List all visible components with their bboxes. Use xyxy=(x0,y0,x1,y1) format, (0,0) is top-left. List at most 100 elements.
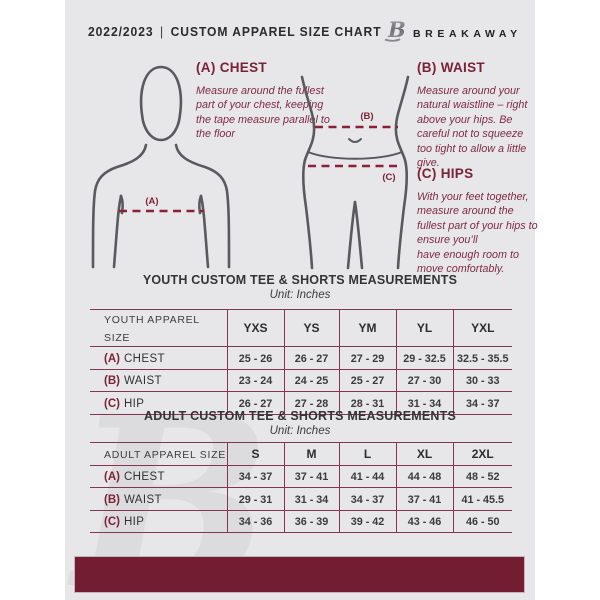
figure-waistband xyxy=(307,151,403,160)
measurement-value: 27 - 28 xyxy=(294,397,329,410)
row-label: HIP xyxy=(123,516,145,529)
measurement-value: 48 - 52 xyxy=(465,471,500,484)
figure-left-inner-leg xyxy=(346,200,357,270)
figure-right-inner-leg xyxy=(353,200,364,270)
measurement-value: 29 - 32.5 xyxy=(403,352,446,365)
measurement-value: 23 - 24 xyxy=(238,375,273,388)
figure-left-side xyxy=(300,75,316,270)
chest-measurement-figure: (A) xyxy=(91,65,231,269)
page-background: B 2022/2023 | CUSTOM APPAREL SIZE CHART B … xyxy=(65,0,538,600)
youth-size-yxl: YXL xyxy=(471,321,495,335)
measurement-value: 41 - 45.5 xyxy=(461,493,505,506)
youth-table-title: YOUTH CUSTOM TEE & SHORTS MEASUREMENTS xyxy=(142,273,458,287)
row-label: WAIST xyxy=(123,493,162,506)
brand-name: BREAKAWAY xyxy=(413,27,522,40)
figure-left-arm xyxy=(112,194,123,269)
row-label: CHEST xyxy=(123,352,165,365)
youth-waist-row: (B) WAIST 23 - 24 24 - 25 25 - 27 27 - 30… xyxy=(90,368,512,392)
waist-instruction: (B) WAIST Measure around your natural wa… xyxy=(417,60,539,171)
measurement-value: 34 - 37 xyxy=(350,493,385,506)
title-text: CUSTOM APPAREL SIZE CHART xyxy=(170,24,382,39)
measurement-value: 24 - 25 xyxy=(294,375,329,388)
adult-header-row: ADULT APPAREL SIZE S M L XL 2XL xyxy=(90,442,512,466)
adult-size-2xl: 2XL xyxy=(471,446,494,461)
measurement-value: 27 - 29 xyxy=(350,352,385,365)
measurement-value: 27 - 30 xyxy=(407,375,442,388)
measurement-value: 31 - 34 xyxy=(294,493,329,506)
adult-size-m: M xyxy=(306,446,317,461)
measurement-value: 39 - 42 xyxy=(350,516,385,529)
figure-right-armpit xyxy=(198,194,203,215)
figure-head xyxy=(139,65,183,142)
adult-table-unit: Unit: Inches xyxy=(269,425,331,437)
adult-chest-row: (A) CHEST 34 - 37 37 - 41 41 - 44 44 - 48… xyxy=(90,464,512,488)
youth-size-ym: YM xyxy=(358,321,377,335)
measurement-value: 26 - 27 xyxy=(294,352,329,365)
adult-size-table: ADULT APPAREL SIZE S M L XL 2XL (A) CHEST… xyxy=(90,442,512,533)
figure-right-shoulder xyxy=(174,143,231,269)
measurement-value: 43 - 46 xyxy=(407,516,442,529)
measurement-value: 44 - 48 xyxy=(407,471,442,484)
measurement-value: 25 - 27 xyxy=(350,375,385,388)
adult-hip-row: (C) HIP 34 - 36 36 - 39 39 - 42 43 - 46 4… xyxy=(90,509,512,533)
row-key: (C) xyxy=(104,397,120,410)
waist-line-label: (B) xyxy=(360,111,373,122)
measurement-value: 34 - 37 xyxy=(465,397,500,410)
measurement-value: 32.5 - 35.5 xyxy=(456,352,509,365)
row-key: (C) xyxy=(104,516,120,529)
adult-waist-row: (B) WAIST 29 - 31 31 - 34 34 - 37 37 - 41… xyxy=(90,487,512,511)
measurement-value: 37 - 41 xyxy=(294,471,329,484)
youth-hip-row: (C) HIP 26 - 27 27 - 28 28 - 31 31 - 34 3… xyxy=(90,391,512,415)
youth-header-row: YOUTH APPAREL SIZE YXS YS YM YL YXL xyxy=(90,309,512,347)
measurement-value: 28 - 31 xyxy=(350,397,385,410)
waist-hips-measurement-figure: (B) (C) xyxy=(300,75,410,270)
chest-body: Measure around the fullest part of your … xyxy=(196,85,330,141)
measurement-value: 29 - 31 xyxy=(238,493,273,506)
breakaway-logo-icon: B xyxy=(381,17,406,42)
adult-size-s: S xyxy=(251,446,260,461)
row-key: (B) xyxy=(104,493,120,506)
title-separator: | xyxy=(160,24,165,39)
row-label: HIP xyxy=(123,397,145,410)
measurement-value: 26 - 27 xyxy=(238,397,273,410)
page-title: 2022/2023 | CUSTOM APPAREL SIZE CHART xyxy=(88,24,382,39)
measurement-value: 37 - 41 xyxy=(407,493,442,506)
adult-size-xl: XL xyxy=(416,446,433,461)
figure-navel xyxy=(348,138,362,143)
footer-bar xyxy=(74,556,525,593)
youth-size-ys: YS xyxy=(303,321,320,335)
measurement-value: 34 - 37 xyxy=(238,471,273,484)
chest-instruction: (A) CHEST Measure around the fullest par… xyxy=(196,60,334,142)
figure-left-shoulder xyxy=(91,143,148,269)
youth-size-label: YOUTH APPAREL SIZE xyxy=(104,314,200,344)
measurement-value: 46 - 50 xyxy=(465,516,500,529)
title-year: 2022/2023 xyxy=(88,24,154,39)
waist-heading: (B) WAIST xyxy=(417,60,485,75)
youth-size-yxs: YXS xyxy=(243,321,268,335)
measurement-value: 31 - 34 xyxy=(407,397,442,410)
hips-heading: (C) HIPS xyxy=(417,166,474,181)
figure-right-arm xyxy=(199,194,210,269)
measurement-value: 30 - 33 xyxy=(465,375,500,388)
chest-heading: (A) CHEST xyxy=(196,60,267,75)
measurement-value: 25 - 26 xyxy=(238,352,273,365)
youth-size-table: YOUTH APPAREL SIZE YXS YS YM YL YXL (A) C… xyxy=(90,309,512,415)
measurement-value: 41 - 44 xyxy=(350,471,385,484)
row-label: CHEST xyxy=(123,471,165,484)
hips-instruction: (C) HIPS With your feet together, measur… xyxy=(417,166,543,277)
row-key: (A) xyxy=(104,471,120,484)
youth-chest-row: (A) CHEST 25 - 26 26 - 27 27 - 29 29 - 32… xyxy=(90,346,512,370)
waist-body: Measure around your natural waistline – … xyxy=(417,85,528,170)
adult-table-title: ADULT CUSTOM TEE & SHORTS MEASUREMENTS xyxy=(143,409,456,423)
figure-right-side xyxy=(394,75,410,270)
youth-table-unit: Unit: Inches xyxy=(269,289,331,301)
chest-line-label: (A) xyxy=(145,196,158,207)
svg-text:B: B xyxy=(387,17,406,42)
adult-size-l: L xyxy=(363,446,372,461)
row-key: (A) xyxy=(104,352,120,365)
hips-body: With your feet together, measure around … xyxy=(417,191,538,276)
brand-block: B BREAKAWAY xyxy=(379,17,522,44)
youth-size-yl: YL xyxy=(416,321,433,335)
measurement-value: 36 - 39 xyxy=(294,516,329,529)
